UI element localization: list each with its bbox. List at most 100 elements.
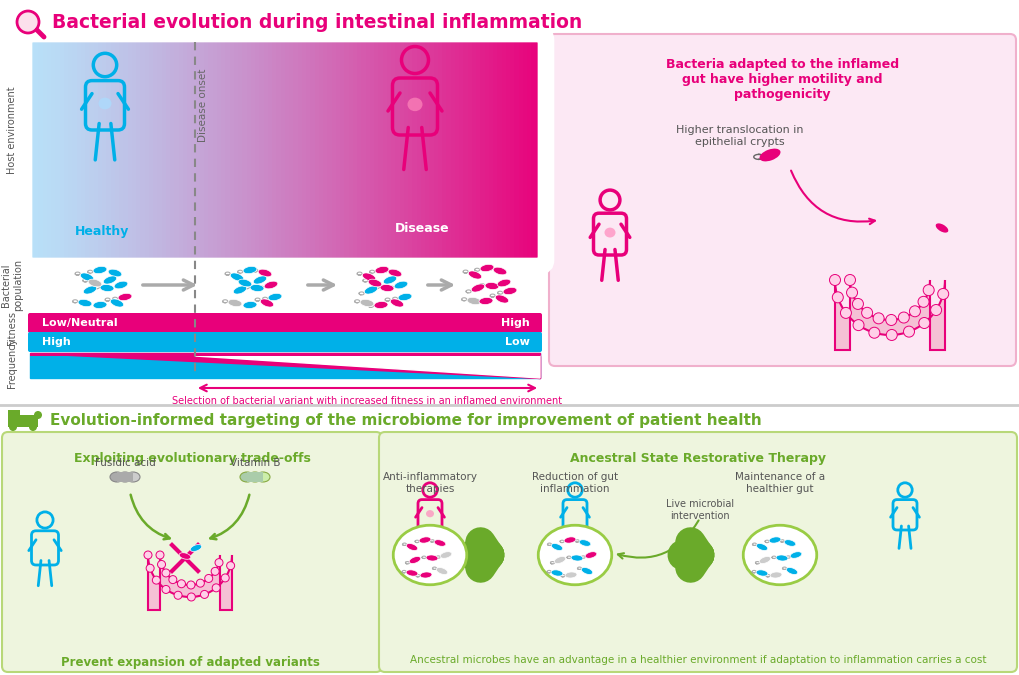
FancyBboxPatch shape bbox=[379, 432, 1017, 672]
Circle shape bbox=[169, 576, 177, 584]
Bar bbox=[272, 40, 277, 260]
Bar bbox=[399, 40, 405, 260]
Ellipse shape bbox=[503, 288, 517, 295]
Ellipse shape bbox=[776, 555, 788, 561]
Ellipse shape bbox=[538, 525, 611, 585]
Bar bbox=[132, 40, 138, 260]
Ellipse shape bbox=[256, 472, 270, 482]
Bar bbox=[51, 40, 56, 260]
Circle shape bbox=[899, 312, 909, 323]
Bar bbox=[468, 40, 473, 260]
Bar bbox=[30, 353, 540, 356]
Ellipse shape bbox=[480, 265, 494, 271]
Bar bbox=[243, 40, 248, 260]
Ellipse shape bbox=[374, 302, 388, 308]
Ellipse shape bbox=[100, 284, 114, 292]
Ellipse shape bbox=[472, 284, 485, 292]
Text: Bacterial evolution during intestinal inflammation: Bacterial evolution during intestinal in… bbox=[52, 13, 582, 32]
Ellipse shape bbox=[390, 299, 404, 307]
Text: Low/Neutral: Low/Neutral bbox=[42, 318, 117, 328]
Ellipse shape bbox=[394, 281, 408, 289]
Bar bbox=[47, 40, 52, 260]
Bar bbox=[213, 40, 218, 260]
Bar bbox=[404, 40, 410, 260]
Ellipse shape bbox=[243, 302, 257, 308]
Ellipse shape bbox=[360, 299, 374, 306]
Ellipse shape bbox=[743, 525, 817, 585]
Circle shape bbox=[226, 562, 234, 570]
Bar bbox=[115, 40, 120, 260]
Ellipse shape bbox=[419, 537, 431, 543]
Bar bbox=[485, 40, 490, 260]
Bar bbox=[472, 40, 477, 260]
Ellipse shape bbox=[785, 540, 796, 546]
Bar bbox=[123, 40, 128, 260]
Bar bbox=[72, 40, 77, 260]
Bar bbox=[370, 40, 375, 260]
Bar bbox=[383, 40, 388, 260]
Bar bbox=[378, 40, 384, 260]
Bar bbox=[481, 40, 486, 260]
Bar bbox=[327, 40, 333, 260]
Ellipse shape bbox=[479, 298, 493, 304]
Bar bbox=[183, 40, 189, 260]
Bar bbox=[64, 40, 69, 260]
Ellipse shape bbox=[565, 572, 577, 578]
Bar bbox=[141, 40, 146, 260]
Circle shape bbox=[853, 298, 863, 309]
Bar bbox=[527, 40, 533, 260]
Ellipse shape bbox=[420, 572, 432, 578]
Bar bbox=[204, 40, 210, 260]
Ellipse shape bbox=[89, 279, 102, 287]
Bar bbox=[268, 40, 273, 260]
Bar bbox=[536, 40, 541, 260]
Bar bbox=[187, 40, 193, 260]
Ellipse shape bbox=[233, 286, 247, 294]
Bar bbox=[455, 40, 461, 260]
Ellipse shape bbox=[244, 267, 257, 273]
Circle shape bbox=[833, 292, 844, 303]
Bar bbox=[200, 40, 205, 260]
Bar bbox=[102, 40, 107, 260]
Ellipse shape bbox=[551, 543, 562, 551]
Circle shape bbox=[186, 581, 195, 589]
Text: Vitamin B: Vitamin B bbox=[229, 458, 280, 468]
Ellipse shape bbox=[93, 302, 107, 308]
Ellipse shape bbox=[254, 276, 267, 284]
Bar bbox=[127, 40, 133, 260]
FancyBboxPatch shape bbox=[549, 34, 1016, 366]
Circle shape bbox=[923, 285, 934, 296]
Ellipse shape bbox=[393, 525, 467, 585]
Bar bbox=[217, 40, 222, 260]
Circle shape bbox=[156, 551, 164, 559]
Ellipse shape bbox=[769, 537, 781, 543]
Bar bbox=[137, 40, 142, 260]
Bar bbox=[35, 40, 40, 260]
Text: Anti-inflammatory
therapies: Anti-inflammatory therapies bbox=[382, 472, 478, 493]
Bar bbox=[348, 40, 354, 260]
Ellipse shape bbox=[388, 269, 401, 277]
Text: Healthy: Healthy bbox=[75, 225, 129, 238]
Bar bbox=[532, 40, 537, 260]
Ellipse shape bbox=[756, 543, 767, 551]
Ellipse shape bbox=[485, 282, 499, 290]
Bar bbox=[442, 40, 447, 260]
Circle shape bbox=[9, 423, 17, 431]
Text: Host environment: Host environment bbox=[7, 86, 17, 174]
Bar bbox=[178, 40, 184, 260]
Bar bbox=[221, 40, 226, 260]
Polygon shape bbox=[148, 555, 232, 610]
Ellipse shape bbox=[118, 294, 131, 300]
Bar bbox=[247, 40, 252, 260]
Bar bbox=[234, 40, 239, 260]
FancyBboxPatch shape bbox=[28, 313, 542, 333]
Bar bbox=[153, 40, 159, 260]
Ellipse shape bbox=[497, 279, 511, 287]
Bar bbox=[413, 40, 418, 260]
Bar bbox=[374, 40, 379, 260]
Circle shape bbox=[937, 288, 949, 300]
Bar bbox=[225, 40, 230, 260]
Circle shape bbox=[146, 564, 154, 572]
Circle shape bbox=[887, 329, 898, 340]
Bar bbox=[251, 40, 256, 260]
